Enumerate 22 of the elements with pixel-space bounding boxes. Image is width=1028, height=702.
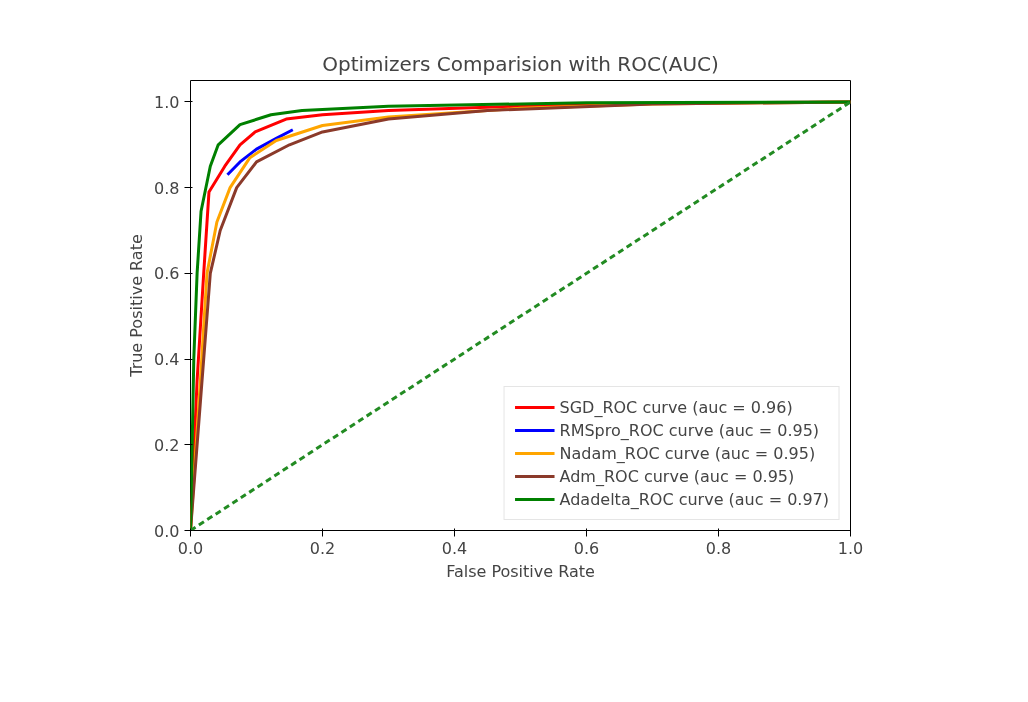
chart-title: Optimizers Comparision with ROC(AUC) — [322, 51, 719, 76]
x-tick-label: 0.4 — [441, 538, 468, 558]
x-tick-label: 1.0 — [837, 538, 864, 558]
line-series — [190, 100, 851, 531]
x-tick-label: 0.8 — [705, 538, 732, 558]
x-tick-label: 0.6 — [573, 538, 600, 558]
y-tick-label: 0.2 — [154, 435, 180, 455]
legend-label: SGD_ROC curve (auc = 0.96) — [559, 397, 793, 417]
x-axis-title: False Positive Rate — [446, 561, 595, 581]
legend-label: Adadelta_ROC curve (auc = 0.97) — [559, 489, 829, 509]
y-tick-label: 0.8 — [154, 178, 180, 198]
y-axis-title: True Positive Rate — [127, 234, 147, 378]
x-tick-label: 0.2 — [309, 538, 336, 558]
y-tick-label: 1.0 — [154, 92, 180, 112]
y-tick-label: 0.0 — [154, 521, 180, 541]
line-series — [225, 128, 295, 177]
y-tick-label: 0.4 — [154, 350, 180, 370]
legend-label: Nadam_ROC curve (auc = 0.95) — [559, 443, 816, 463]
x-tick-label: 0.0 — [177, 538, 204, 558]
legend-label: Adm_ROC curve (auc = 0.95) — [559, 466, 795, 486]
y-tick-label: 0.6 — [154, 264, 180, 284]
legend-label: RMSpro_ROC curve (auc = 0.95) — [559, 420, 820, 440]
